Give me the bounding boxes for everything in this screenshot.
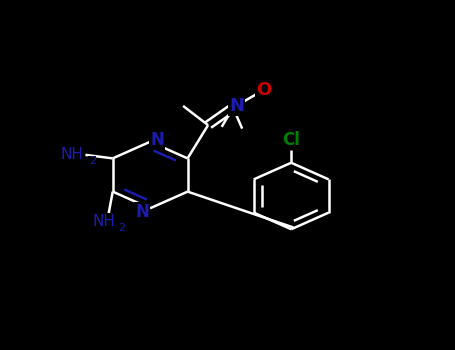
Text: 2: 2 xyxy=(89,156,96,166)
Text: N: N xyxy=(135,203,149,221)
Text: N: N xyxy=(229,97,244,115)
Text: Cl: Cl xyxy=(282,131,300,149)
Text: NH: NH xyxy=(61,147,83,162)
Text: NH: NH xyxy=(92,214,115,229)
Text: 2: 2 xyxy=(118,223,126,233)
Text: O: O xyxy=(257,81,272,99)
Text: N: N xyxy=(150,131,164,149)
